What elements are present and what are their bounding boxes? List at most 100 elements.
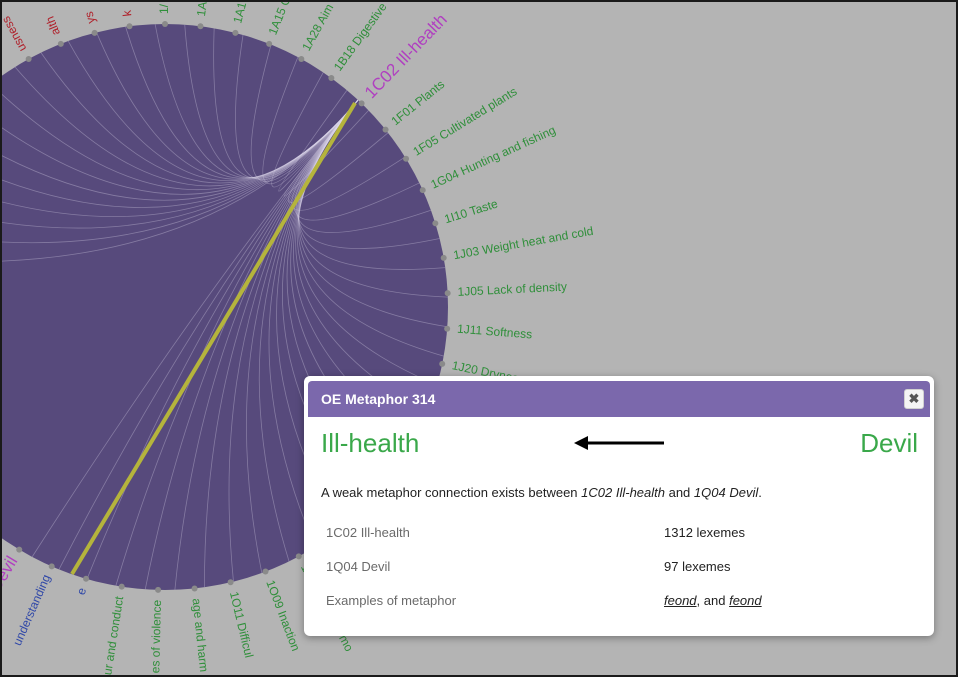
chord-line: [14, 66, 359, 187]
chord-line: [262, 56, 359, 185]
category-label[interactable]: 1J03 Weight heat and cold: [452, 224, 594, 262]
node-dot[interactable]: [197, 23, 204, 30]
node-dot[interactable]: [16, 546, 23, 553]
node-dot[interactable]: [419, 187, 426, 194]
category-label[interactable]: e: [74, 586, 89, 597]
chord-line: [40, 52, 359, 184]
examples-label: Examples of metaphor: [326, 593, 457, 608]
example-link-1[interactable]: feond: [664, 593, 697, 608]
row-label-source: 1C02 Ill-health: [326, 525, 410, 540]
node-dot[interactable]: [328, 75, 335, 82]
category-label[interactable]: 1B18 Digestive: [331, 2, 390, 74]
node-dot[interactable]: [48, 563, 55, 570]
chord-line: [2, 99, 359, 263]
chord-line: [288, 99, 389, 203]
category-label[interactable]: understanding: [10, 572, 53, 647]
category-label[interactable]: 1A: [194, 2, 210, 17]
modal-title: OE Metaphor 314: [321, 391, 436, 407]
row-value-source: 1312 lexemes: [664, 525, 745, 540]
chord-line: [298, 99, 446, 270]
chord-line: [2, 99, 359, 195]
category-label[interactable]: es of violence: [148, 599, 164, 673]
node-dot[interactable]: [358, 100, 365, 107]
chord-line: [246, 99, 359, 574]
chord-line: [86, 99, 359, 580]
desc-category-1: 1C02 Ill-health: [581, 485, 665, 500]
chord-line: [58, 99, 359, 570]
row-value-target: 97 lexemes: [664, 559, 731, 574]
chord-line: [283, 99, 369, 197]
node-dot[interactable]: [227, 579, 234, 586]
category-label[interactable]: 1A1: [230, 2, 249, 25]
chord-line: [2, 83, 359, 190]
node-dot[interactable]: [403, 155, 410, 162]
desc-category-2: 1Q04 Devil: [693, 485, 759, 500]
chord-line: [235, 34, 359, 180]
node-dot[interactable]: [444, 325, 451, 332]
node-dot[interactable]: [382, 126, 389, 133]
category-label[interactable]: 1I10 Taste: [443, 196, 500, 226]
node-dot[interactable]: [57, 40, 64, 47]
node-dot[interactable]: [91, 29, 98, 36]
examples-value: feond, and feond: [664, 593, 762, 608]
chord-line: [297, 99, 444, 357]
category-label[interactable]: age and harm: [189, 598, 211, 673]
chord-line: [268, 99, 359, 548]
chord-line: [203, 99, 359, 588]
chord-line: [250, 44, 359, 182]
node-dot[interactable]: [295, 553, 302, 560]
node-dot[interactable]: [262, 568, 269, 575]
category-label[interactable]: 1J11 Softness: [457, 322, 533, 342]
desc-suffix: .: [758, 485, 762, 500]
node-dot[interactable]: [83, 575, 90, 582]
target-category: Devil: [860, 428, 918, 458]
category-label[interactable]: alth: [43, 14, 63, 37]
chord-line: [2, 99, 359, 217]
node-dot[interactable]: [439, 360, 446, 367]
row-label-target: 1Q04 Devil: [326, 559, 391, 574]
example-link-2[interactable]: feond: [729, 593, 762, 608]
node-dot[interactable]: [266, 40, 273, 47]
node-dot[interactable]: [444, 290, 451, 297]
category-label[interactable]: 1A15 G: [266, 2, 294, 37]
chord-line: [258, 99, 359, 562]
category-label[interactable]: 1O09 Inaction: [263, 578, 303, 653]
category-label[interactable]: ys: [82, 10, 99, 25]
node-dot[interactable]: [440, 254, 447, 261]
chord-line: [96, 32, 359, 180]
desc-prefix: A weak metaphor connection exists betwee…: [321, 485, 582, 500]
category-label[interactable]: our and conduct: [99, 595, 126, 675]
category-label[interactable]: k: [120, 9, 135, 18]
node-dot[interactable]: [298, 56, 305, 63]
node-dot[interactable]: [162, 21, 168, 27]
node-dot[interactable]: [432, 220, 439, 227]
chord-line: [2, 99, 359, 201]
category-label[interactable]: 1/: [157, 3, 171, 14]
chord-line: [125, 26, 359, 179]
chord-line: [271, 72, 359, 188]
chord-line: [228, 99, 359, 582]
node-dot[interactable]: [118, 583, 125, 590]
node-dot[interactable]: [126, 23, 133, 30]
node-dot[interactable]: [25, 56, 32, 63]
chord-line: [154, 24, 359, 179]
chord-line: [115, 99, 359, 586]
chord-line: [184, 24, 359, 179]
category-label[interactable]: 1A28 Aim: [299, 2, 336, 53]
chord-line: [2, 99, 359, 229]
source-category: Ill-health: [321, 428, 420, 458]
category-label[interactable]: usness: [2, 14, 29, 54]
category-label[interactable]: 1J05 Lack of density: [457, 280, 567, 299]
node-dot[interactable]: [191, 585, 198, 592]
connection-description: A weak metaphor connection exists betwee…: [321, 485, 762, 500]
close-icon[interactable]: ✖: [904, 389, 924, 409]
node-dot[interactable]: [232, 29, 239, 36]
category-label[interactable]: 1F01 Plants: [388, 77, 447, 128]
chord-line: [67, 40, 359, 181]
examples-joiner: , and: [696, 593, 730, 608]
highlight-chord[interactable]: [70, 101, 357, 576]
node-dot[interactable]: [155, 586, 162, 593]
chord-line: [296, 99, 438, 386]
category-label[interactable]: 1O11 Difficul: [227, 590, 256, 659]
left-arrow-icon: [574, 436, 664, 450]
